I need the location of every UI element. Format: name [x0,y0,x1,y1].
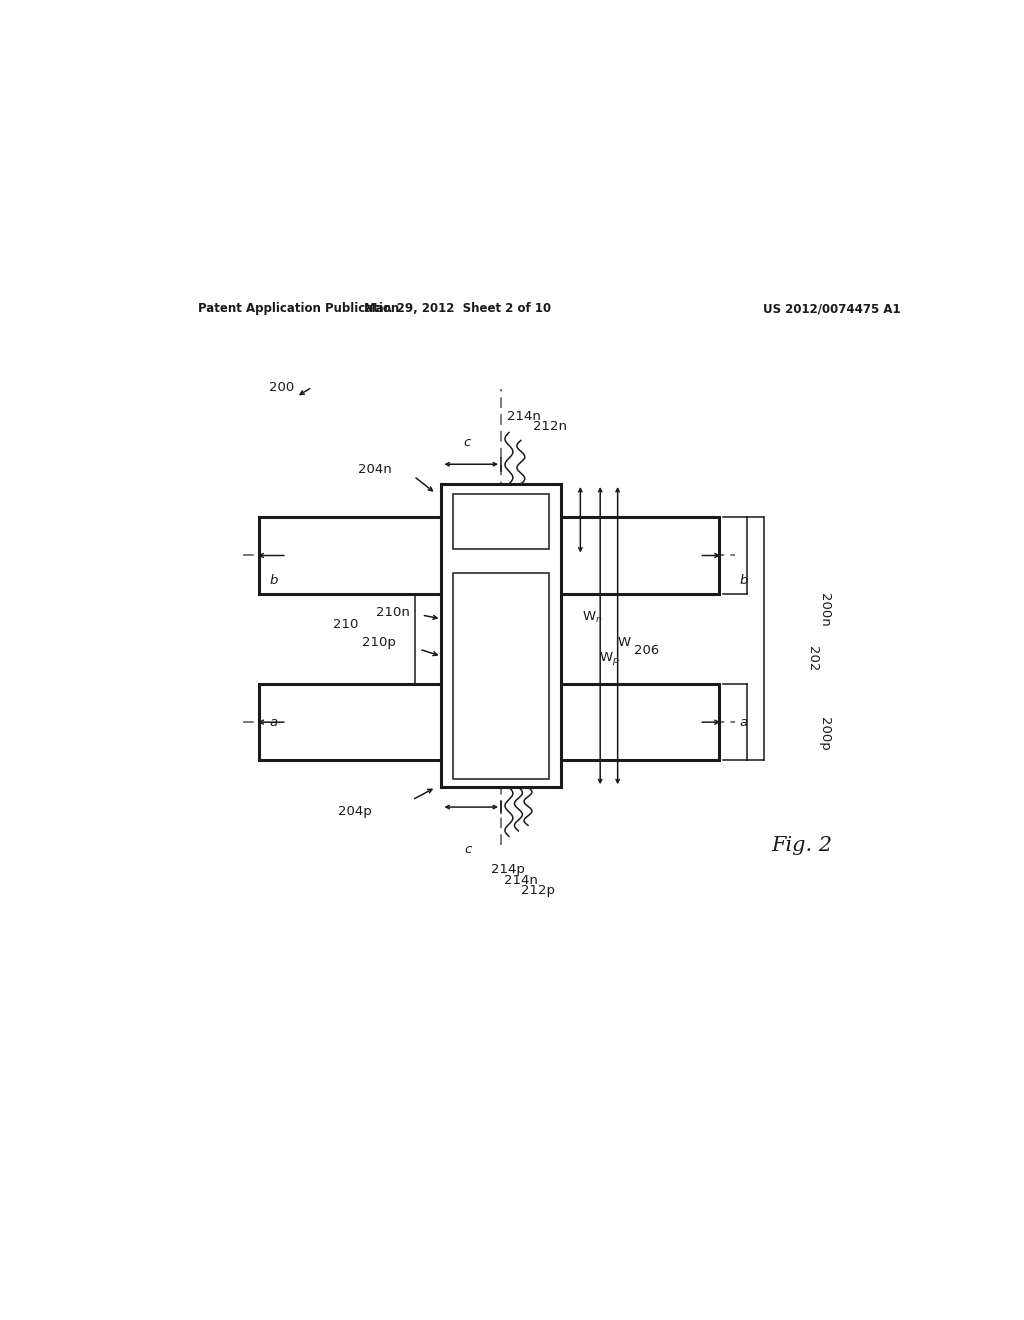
Text: 200n: 200n [818,593,831,626]
Text: W$_p$: W$_p$ [599,651,620,667]
Text: 202: 202 [806,645,818,672]
Text: 212p: 212p [521,884,555,896]
Bar [453,573,550,779]
Text: c: c [465,842,472,855]
Text: 210: 210 [333,618,358,631]
Text: b: b [269,574,278,587]
Text: Patent Application Publication: Patent Application Publication [198,302,399,315]
Bar [453,494,550,549]
Text: 214n: 214n [504,874,538,887]
Text: US 2012/0074475 A1: US 2012/0074475 A1 [763,302,900,315]
Text: 210n: 210n [376,606,410,619]
Bar [259,517,719,594]
Text: 206: 206 [634,644,659,657]
Bar [441,484,560,787]
Text: 212n: 212n [532,421,566,433]
Text: 200p: 200p [818,717,831,751]
Text: 200: 200 [269,380,295,393]
Text: 214n: 214n [507,411,541,424]
Text: Mar. 29, 2012  Sheet 2 of 10: Mar. 29, 2012 Sheet 2 of 10 [364,302,551,315]
Text: 210p: 210p [362,636,396,649]
Text: b: b [739,574,748,587]
Text: 204n: 204n [358,463,392,477]
Text: 214p: 214p [492,863,525,876]
Bar [259,684,719,760]
Text: a: a [739,715,748,729]
Text: W$_n$: W$_n$ [582,610,602,624]
Text: Fig. 2: Fig. 2 [771,836,831,854]
Text: c: c [464,436,471,449]
Text: a: a [269,715,278,729]
Text: 204p: 204p [338,804,372,817]
Text: W: W [617,636,631,649]
